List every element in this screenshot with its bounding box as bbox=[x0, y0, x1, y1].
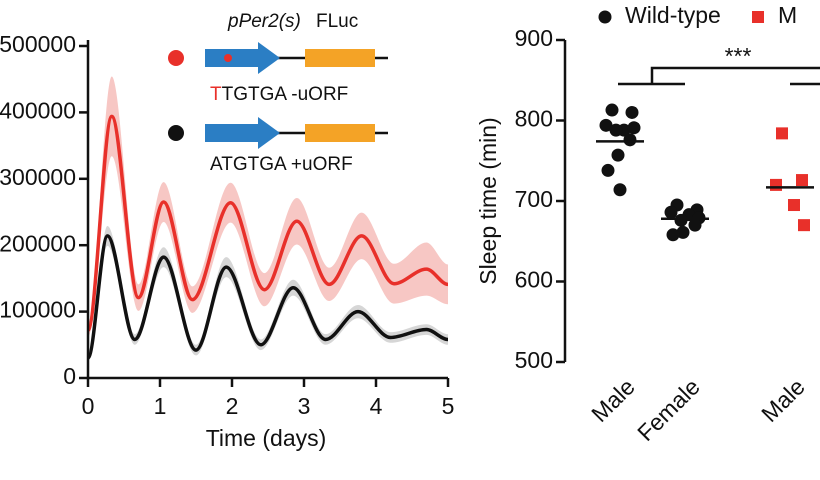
data-point bbox=[601, 163, 615, 177]
data-point bbox=[776, 127, 788, 140]
construct-label: TTGTGA -uORF bbox=[210, 84, 348, 105]
legend-dot bbox=[168, 125, 184, 141]
data-point bbox=[688, 218, 702, 232]
promoter-arrow bbox=[205, 117, 280, 149]
x-tick-label: Female bbox=[632, 373, 705, 446]
y-tick-label: 900 bbox=[515, 25, 553, 51]
data-point bbox=[770, 178, 782, 191]
data-point bbox=[796, 174, 808, 187]
y-tick-label: 500 bbox=[515, 347, 553, 373]
data-point bbox=[605, 103, 619, 117]
error-band bbox=[88, 76, 448, 337]
data-point bbox=[599, 118, 613, 132]
y-tick-label: 300000 bbox=[0, 164, 76, 190]
y-tick-label: 200000 bbox=[0, 230, 76, 256]
series-line bbox=[86, 234, 449, 360]
data-point bbox=[674, 213, 688, 227]
legend-dot bbox=[168, 50, 184, 66]
data-point bbox=[609, 123, 623, 137]
charts: 0 100000 200000 300000 400000 500000 0 1 2 3 4 5 Tim… bbox=[0, 2, 814, 451]
x-tick-label: Male bbox=[586, 373, 640, 427]
significance-bracket bbox=[618, 66, 820, 86]
legend-marker bbox=[752, 11, 764, 23]
y-tick-label: 500000 bbox=[0, 31, 76, 57]
x-tick-label: 1 bbox=[154, 393, 167, 419]
x-axis-label: Time (days) bbox=[206, 425, 327, 451]
data-point bbox=[611, 148, 625, 162]
legend-label: M bbox=[778, 2, 797, 28]
y-axis-label: Sleep time (min) bbox=[475, 117, 501, 284]
reporter-box bbox=[305, 124, 375, 142]
construct-label-rest: TGTGA -uORF bbox=[222, 84, 349, 105]
x-tick-label: Male bbox=[756, 373, 810, 427]
y-tick-label: 800 bbox=[515, 106, 553, 132]
data-point bbox=[613, 183, 627, 197]
construct-label: ATGTGA +uORF bbox=[210, 154, 353, 175]
mutated-base: T bbox=[210, 84, 222, 105]
significance-label: *** bbox=[725, 43, 752, 69]
legend-marker bbox=[598, 10, 612, 24]
x-tick-label: 0 bbox=[82, 393, 95, 419]
data-point bbox=[666, 228, 680, 242]
y-tick-label: 700 bbox=[515, 186, 553, 212]
x-tick-label: 3 bbox=[298, 393, 311, 419]
x-tick-label: 2 bbox=[226, 393, 239, 419]
data-point bbox=[788, 199, 800, 212]
data-point bbox=[623, 133, 637, 147]
y-tick-label: 400000 bbox=[0, 97, 76, 123]
reporter-box bbox=[305, 49, 375, 67]
data-point bbox=[664, 205, 678, 219]
y-tick-label: 0 bbox=[63, 363, 76, 389]
construct-diagram: pPer2(s) FLuc TTGTGA -uORF ATGTGA +uORF bbox=[168, 11, 388, 175]
y-tick-label: 100000 bbox=[0, 297, 76, 323]
data-point bbox=[625, 105, 639, 119]
data-point bbox=[798, 219, 810, 232]
promoter-label: pPer2(s) bbox=[227, 11, 301, 32]
promoter-arrow bbox=[205, 42, 280, 74]
series-line bbox=[86, 114, 449, 332]
x-tick-label: 4 bbox=[370, 393, 383, 419]
reporter-label: FLuc bbox=[316, 11, 358, 32]
data-point bbox=[676, 225, 690, 239]
y-tick-label: 600 bbox=[515, 267, 553, 293]
data-point bbox=[627, 121, 641, 135]
x-tick-label: 5 bbox=[442, 393, 455, 419]
legend-label: Wild-type bbox=[625, 2, 721, 28]
mutation-dot bbox=[224, 54, 232, 62]
